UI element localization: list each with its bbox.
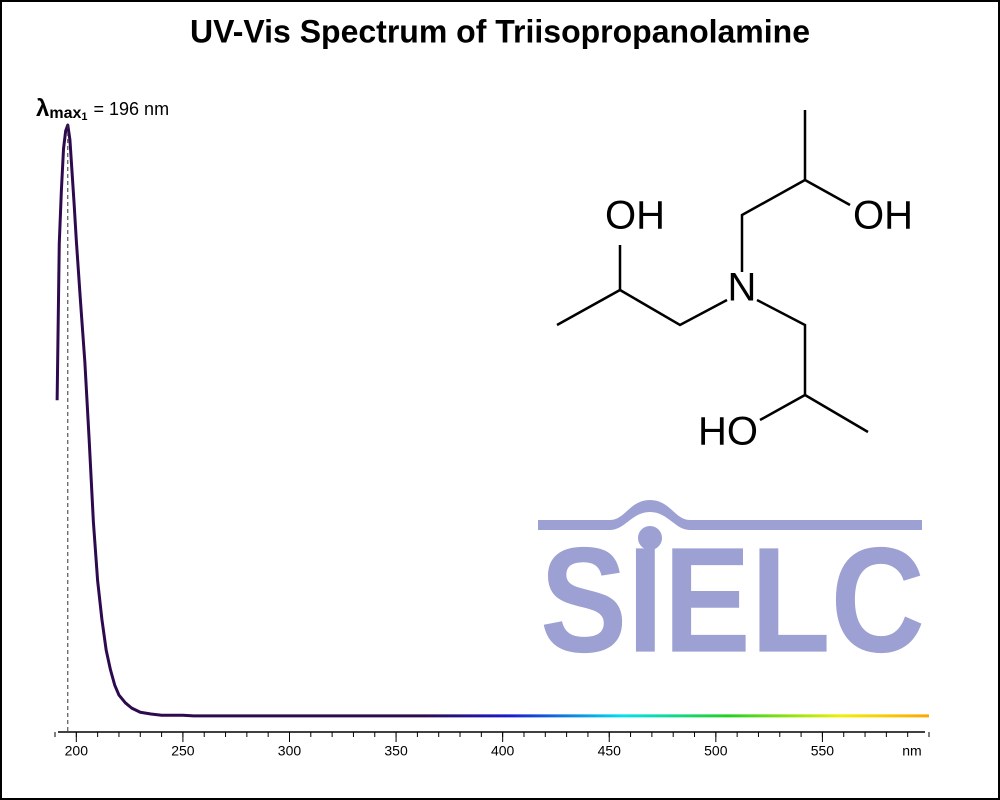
x-tick-label: 400 [491,743,515,759]
x-tick-label: 350 [384,743,408,759]
peak-annotation: λmax1 = 196 nm [36,95,169,123]
x-tick-label: 500 [704,743,728,759]
atom-label: OH [605,194,665,238]
annotation-part: max [49,105,81,122]
annotation-part: λ [36,95,49,122]
logo-text: SIELC [540,516,925,684]
annotation-part: = 196 nm [94,99,170,119]
atom-label: N [728,266,757,310]
annotation-part: 1 [81,111,87,123]
atom-label: OH [853,194,913,238]
atom-label: HO [698,410,758,454]
x-tick-label: 300 [278,743,302,759]
x-tick-label: 250 [171,743,195,759]
x-tick-label: 450 [598,743,622,759]
structure: OH OH N HO [556,110,913,454]
chart-title: UV-Vis Spectrum of Triisopropanolamine [190,13,810,49]
logo: SIELC [538,500,925,684]
x-tick-label: 200 [65,743,89,759]
x-tick-label: 550 [811,743,835,759]
x-axis-label: nm [902,743,921,759]
